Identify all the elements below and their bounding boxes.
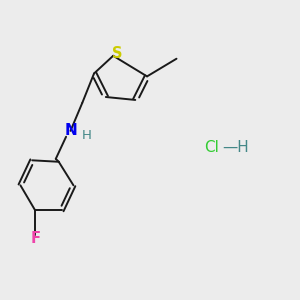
Text: H: H: [82, 129, 92, 142]
Text: Cl: Cl: [204, 140, 219, 154]
Text: —H: —H: [222, 140, 249, 154]
Text: S: S: [112, 46, 122, 61]
Text: N: N: [64, 123, 77, 138]
Text: F: F: [30, 231, 40, 246]
